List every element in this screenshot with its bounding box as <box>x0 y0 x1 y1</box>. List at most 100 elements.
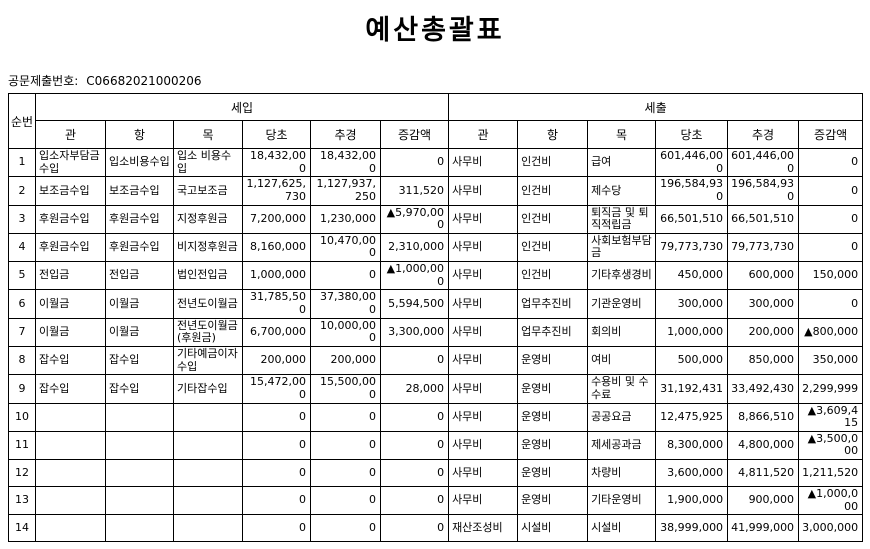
budget-table: 순번 세입 세출 관 항 목 당초 추경 증감액 관 항 목 당초 추경 증감액… <box>8 93 864 543</box>
expenditure-hang-cell: 운영비 <box>517 374 589 404</box>
revenue-gwan-cell: 이월금 <box>35 317 106 347</box>
expenditure-change-cell: 0 <box>798 289 864 319</box>
expenditure-change-cell: ▲3,609,415 <box>798 402 864 432</box>
revenue-original-cell: 0 <box>242 514 311 543</box>
expenditure-change-cell: ▲3,500,000 <box>798 430 864 461</box>
revenue-hang-cell <box>105 486 174 516</box>
col-header-expenditure-mok: 목 <box>587 120 657 149</box>
expenditure-mok-cell: 공공요금 <box>587 402 657 432</box>
revenue-original-cell: 200,000 <box>242 345 311 376</box>
table-row: 4 후원금수입 후원금수입 비지정후원금 8,160,000 10,470,000 2,31… <box>8 232 864 263</box>
col-header-revenue-original: 당초 <box>242 120 311 149</box>
expenditure-revised-cell: 4,800,000 <box>727 430 800 461</box>
revenue-hang-cell: 후원금수입 <box>105 232 174 263</box>
seq-cell: 8 <box>8 345 36 376</box>
expenditure-revised-cell: 600,000 <box>727 261 800 291</box>
revenue-mok-cell <box>173 486 243 516</box>
table-row: 2 보조금수입 보조금수입 국고보조금 1,127,625,730 1,127,937,2… <box>8 176 864 206</box>
expenditure-change-cell: 0 <box>798 232 864 263</box>
expenditure-hang-cell: 인건비 <box>517 147 589 178</box>
group-header-expenditure: 세출 <box>448 93 864 121</box>
expenditure-original-cell: 31,192,431 <box>655 374 729 404</box>
expenditure-gwan-cell: 재산조성비 <box>448 514 519 543</box>
expenditure-original-cell: 38,999,000 <box>655 514 729 543</box>
revenue-original-cell: 15,472,000 <box>242 374 311 404</box>
expenditure-revised-cell: 300,000 <box>727 289 800 319</box>
expenditure-original-cell: 8,300,000 <box>655 430 729 461</box>
expenditure-mok-cell: 기타후생경비 <box>587 261 657 291</box>
table-row: 9 잡수입 잡수입 기타잡수입 15,472,000 15,500,000 28,000 사무… <box>8 374 864 404</box>
col-header-revenue-revised: 추경 <box>310 120 381 149</box>
revenue-gwan-cell <box>35 402 106 432</box>
expenditure-original-cell: 1,900,000 <box>655 486 729 516</box>
expenditure-change-cell: 2,299,999 <box>798 374 864 404</box>
revenue-revised-cell: 1,127,937,250 <box>310 176 381 206</box>
expenditure-gwan-cell: 사무비 <box>448 345 519 376</box>
seq-cell: 3 <box>8 204 36 234</box>
revenue-hang-cell: 보조금수입 <box>105 176 174 206</box>
expenditure-mok-cell: 기관운영비 <box>587 289 657 319</box>
doc-number-line: 공문제출번호: C06682021000206 <box>8 72 870 89</box>
revenue-gwan-cell <box>35 430 106 461</box>
expenditure-hang-cell: 인건비 <box>517 232 589 263</box>
col-header-seq: 순번 <box>8 93 36 149</box>
revenue-change-cell: 0 <box>379 430 450 461</box>
expenditure-original-cell: 3,600,000 <box>655 459 729 488</box>
expenditure-mok-cell: 수용비 및 수수료 <box>587 374 657 404</box>
revenue-original-cell: 7,200,000 <box>242 204 311 234</box>
revenue-original-cell: 0 <box>242 486 311 516</box>
expenditure-hang-cell: 운영비 <box>517 345 589 376</box>
revenue-hang-cell: 전입금 <box>105 261 174 291</box>
revenue-gwan-cell <box>35 514 106 543</box>
revenue-change-cell: 28,000 <box>379 374 450 404</box>
revenue-revised-cell: 10,470,000 <box>310 232 381 263</box>
revenue-original-cell: 8,160,000 <box>242 232 311 263</box>
expenditure-gwan-cell: 사무비 <box>448 430 519 461</box>
revenue-original-cell: 0 <box>242 430 311 461</box>
revenue-gwan-cell: 잡수입 <box>35 345 106 376</box>
expenditure-gwan-cell: 사무비 <box>448 232 519 263</box>
expenditure-gwan-cell: 사무비 <box>448 261 519 291</box>
expenditure-original-cell: 300,000 <box>655 289 729 319</box>
expenditure-mok-cell: 퇴직금 및 퇴직적립금 <box>587 204 657 234</box>
revenue-hang-cell: 잡수입 <box>105 374 174 404</box>
expenditure-mok-cell: 차량비 <box>587 459 657 488</box>
expenditure-gwan-cell: 사무비 <box>448 486 519 516</box>
expenditure-gwan-cell: 사무비 <box>448 289 519 319</box>
expenditure-original-cell: 601,446,000 <box>655 147 729 178</box>
seq-cell: 6 <box>8 289 36 319</box>
table-row: 1 입소자부담금수입 입소비용수입 입소 비용수입 18,432,000 18,432,0… <box>8 147 864 178</box>
revenue-revised-cell: 0 <box>310 402 381 432</box>
col-header-revenue-hang: 항 <box>105 120 174 149</box>
expenditure-revised-cell: 601,446,000 <box>727 147 800 178</box>
revenue-change-cell: 0 <box>379 459 450 488</box>
revenue-hang-cell <box>105 459 174 488</box>
revenue-hang-cell <box>105 402 174 432</box>
revenue-gwan-cell: 전입금 <box>35 261 106 291</box>
expenditure-original-cell: 500,000 <box>655 345 729 376</box>
revenue-mok-cell: 법인전입금 <box>173 261 243 291</box>
table-row: 14 0 0 0 재산조성비 시설비 시설비 38,999,000 41,999,000 3,00… <box>8 514 864 543</box>
expenditure-revised-cell: 900,000 <box>727 486 800 516</box>
seq-cell: 9 <box>8 374 36 404</box>
revenue-mok-cell <box>173 402 243 432</box>
expenditure-change-cell: ▲800,000 <box>798 317 864 347</box>
expenditure-hang-cell: 운영비 <box>517 486 589 516</box>
group-header-revenue: 세입 <box>34 93 450 121</box>
revenue-gwan-cell <box>35 459 106 488</box>
expenditure-mok-cell: 제세공과금 <box>587 430 657 461</box>
table-group-header-row: 순번 세입 세출 <box>8 93 864 149</box>
col-header-revenue-mok: 목 <box>173 120 243 149</box>
revenue-gwan-cell: 입소자부담금수입 <box>35 147 106 178</box>
expenditure-hang-cell: 업무추진비 <box>517 289 589 319</box>
revenue-revised-cell: 0 <box>310 486 381 516</box>
expenditure-change-cell: 1,211,520 <box>798 459 864 488</box>
col-header-expenditure-hang: 항 <box>517 120 589 149</box>
revenue-original-cell: 0 <box>242 402 311 432</box>
expenditure-original-cell: 79,773,730 <box>655 232 729 263</box>
expenditure-change-cell: ▲1,000,000 <box>798 486 864 516</box>
expenditure-revised-cell: 200,000 <box>727 317 800 347</box>
col-header-revenue-gwan: 관 <box>35 120 106 149</box>
expenditure-revised-cell: 41,999,000 <box>727 514 800 543</box>
